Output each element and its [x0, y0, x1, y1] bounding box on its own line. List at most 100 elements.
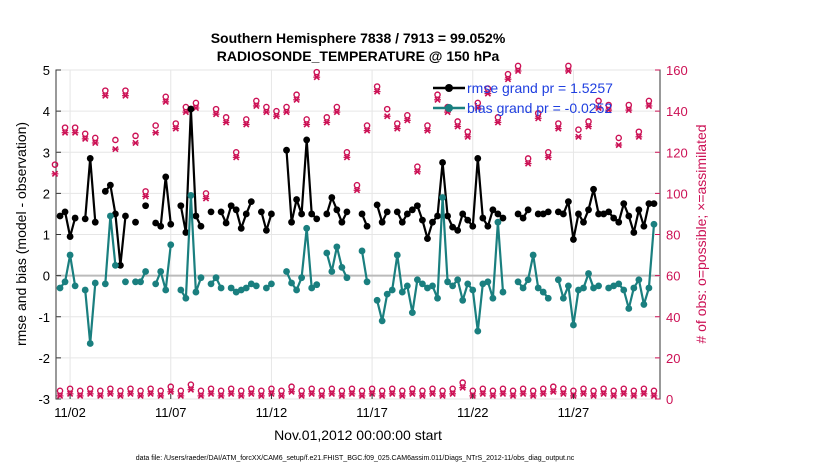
- obs-possible-marker: [107, 385, 114, 393]
- obs-possible-marker: [524, 155, 532, 162]
- bias-point: [373, 296, 381, 304]
- obs-assimilated-marker: [524, 160, 532, 167]
- rmse-point: [524, 206, 532, 214]
- bias-point: [343, 274, 351, 282]
- obs-assimilated-marker: [298, 392, 306, 400]
- obs-assimilated-marker: [424, 127, 431, 134]
- y-left-tick-label: -1: [38, 310, 50, 325]
- obs-possible-marker: [162, 93, 170, 101]
- obs-assimilated-marker: [51, 170, 59, 177]
- obs-assimilated-marker: [464, 133, 472, 140]
- bias-point: [393, 251, 401, 259]
- obs-possible-marker: [404, 111, 411, 119]
- footer-data-file: data file: /Users/raeder/DAI/ATM_forcXX/…: [136, 455, 575, 462]
- obs-possible-marker: [393, 120, 401, 127]
- obs-possible-marker: [570, 387, 577, 395]
- bias-point: [595, 282, 602, 290]
- obs-possible-marker: [91, 134, 99, 142]
- obs-possible-marker: [258, 387, 265, 395]
- obs-assimilated-marker: [162, 98, 170, 106]
- rmse-point: [469, 222, 477, 230]
- obs-possible-marker: [358, 387, 366, 395]
- obs-assimilated-marker: [544, 154, 552, 161]
- bias-point: [132, 278, 139, 286]
- bias-point: [650, 220, 658, 228]
- obs-possible-marker: [86, 385, 94, 393]
- bias-point: [363, 278, 371, 286]
- bias-point: [388, 286, 396, 294]
- obs-possible-marker: [56, 387, 64, 395]
- obs-possible-marker: [122, 87, 129, 94]
- bias-point: [378, 317, 386, 325]
- obs-assimilated-marker: [434, 96, 441, 103]
- obs-assimilated-marker: [368, 390, 376, 397]
- obs-possible-marker: [464, 128, 472, 136]
- y-axis-label-right: # of obs: o=possible; ×=assimilated: [693, 124, 709, 343]
- bias-point: [122, 278, 129, 286]
- bias-point: [559, 294, 567, 302]
- obs-assimilated-marker: [519, 390, 527, 397]
- rmse-point: [424, 235, 431, 243]
- bias-point: [419, 280, 426, 288]
- obs-possible-marker: [298, 387, 305, 395]
- obs-assimilated-marker: [580, 390, 587, 397]
- obs-possible-marker: [268, 385, 275, 393]
- obs-possible-marker: [202, 190, 210, 197]
- bias-point: [303, 224, 311, 232]
- bias-point: [308, 284, 316, 292]
- x-tick-label: 11/12: [256, 405, 288, 420]
- obs-assimilated-marker: [308, 390, 316, 397]
- bias-point: [192, 288, 200, 296]
- obs-assimilated-marker: [625, 106, 633, 114]
- bias-point: [459, 296, 467, 304]
- obs-assimilated-marker: [554, 125, 562, 132]
- obs-assimilated-marker: [529, 392, 537, 400]
- obs-assimilated-marker: [147, 390, 155, 397]
- obs-assimilated-marker: [620, 390, 628, 397]
- y-right-tick-label: 20: [666, 351, 680, 366]
- obs-possible-marker: [76, 387, 84, 395]
- obs-possible-marker: [615, 134, 623, 142]
- obs-possible-marker: [640, 385, 648, 393]
- obs-possible-marker: [429, 385, 436, 393]
- bias-point: [454, 276, 462, 284]
- obs-assimilated-marker: [117, 392, 124, 400]
- bias-point: [293, 286, 300, 294]
- obs-possible-marker: [373, 83, 381, 90]
- rmse-point: [106, 181, 114, 189]
- obs-possible-marker: [555, 120, 562, 127]
- obs-assimilated-marker: [585, 123, 592, 130]
- bias-point: [137, 278, 144, 286]
- rmse-point: [393, 208, 401, 216]
- obs-count-markers: [51, 62, 658, 400]
- bias-point: [227, 284, 235, 292]
- bias-point: [242, 284, 250, 292]
- rmse-point: [192, 212, 200, 220]
- rmse-point: [162, 173, 170, 181]
- bias-point: [313, 281, 321, 289]
- rmse-point: [559, 210, 567, 218]
- bias-point: [56, 284, 64, 292]
- bias-point: [157, 268, 165, 275]
- bias-point: [469, 286, 477, 294]
- obs-possible-marker: [560, 385, 567, 393]
- y-left-tick-label: 5: [43, 63, 50, 78]
- x-tick-label: 11/17: [356, 405, 388, 420]
- bias-point: [383, 290, 391, 298]
- legend-rmse-label: rmse grand pr = 1.5257: [467, 80, 613, 96]
- obs-possible-marker: [222, 114, 230, 121]
- rmse-point: [328, 194, 336, 201]
- bias-point: [142, 268, 149, 275]
- obs-possible-marker: [610, 387, 617, 395]
- obs-possible-marker: [424, 122, 431, 129]
- rmse-point: [378, 218, 386, 226]
- obs-assimilated-marker: [273, 113, 280, 120]
- obs-assimilated-marker: [559, 390, 567, 397]
- bias-line-segment: [154, 244, 172, 292]
- rmse-point: [489, 206, 497, 214]
- obs-possible-marker: [172, 120, 180, 127]
- obs-possible-marker: [147, 385, 154, 393]
- bias-point: [444, 278, 451, 286]
- obs-possible-marker: [127, 385, 134, 393]
